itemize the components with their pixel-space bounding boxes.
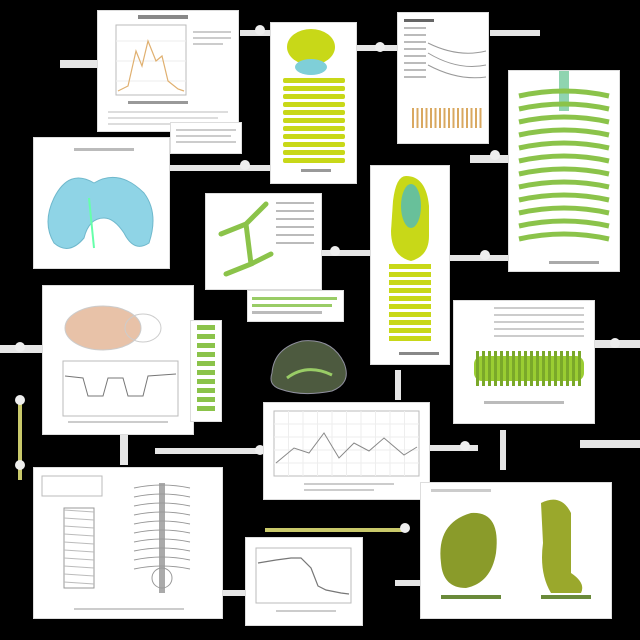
connector-node-icon [490, 150, 500, 160]
connector-node-icon [400, 523, 410, 533]
spine-diagram-panel [33, 467, 223, 619]
connector-line [320, 250, 370, 256]
connector-line [428, 445, 478, 451]
notes-strip [170, 122, 242, 154]
tissue-graph-panel [42, 285, 194, 435]
green-organ-panel [420, 482, 612, 619]
text-document-panel [397, 12, 489, 144]
segmented-specimen-panel [270, 22, 357, 184]
connector-node-icon [15, 342, 25, 352]
connector-line [500, 430, 506, 470]
caption-strip [247, 290, 344, 322]
connector-line [170, 165, 270, 171]
small-chart-panel [245, 537, 363, 626]
connector-node-icon [240, 160, 250, 170]
connector-node-icon [330, 246, 340, 256]
line-chart-panel [97, 10, 239, 132]
connector-node-icon [15, 460, 25, 470]
green-column-panel [190, 320, 222, 422]
connector-node-icon [480, 250, 490, 260]
blue-organ-panel [33, 137, 170, 269]
grid-chart-panel [263, 402, 430, 500]
horizontal-specimen-panel [453, 300, 595, 424]
ribcage-specimen-panel [508, 70, 620, 272]
connector-line [60, 60, 100, 68]
connector-node-icon [375, 42, 385, 52]
translucent-specimen [262, 333, 354, 398]
connector-line [490, 30, 540, 36]
connector-node-icon [255, 25, 265, 35]
connector-node-icon [610, 338, 620, 348]
branch-specimen-panel [205, 193, 322, 290]
connector-line [265, 528, 405, 532]
connector-line [155, 448, 265, 454]
connector-line [580, 440, 640, 448]
connector-node-icon [460, 441, 470, 451]
connector-line [395, 370, 401, 400]
connector-node-icon [15, 395, 25, 405]
tall-specimen-panel [370, 165, 450, 365]
connector-line [120, 435, 128, 465]
